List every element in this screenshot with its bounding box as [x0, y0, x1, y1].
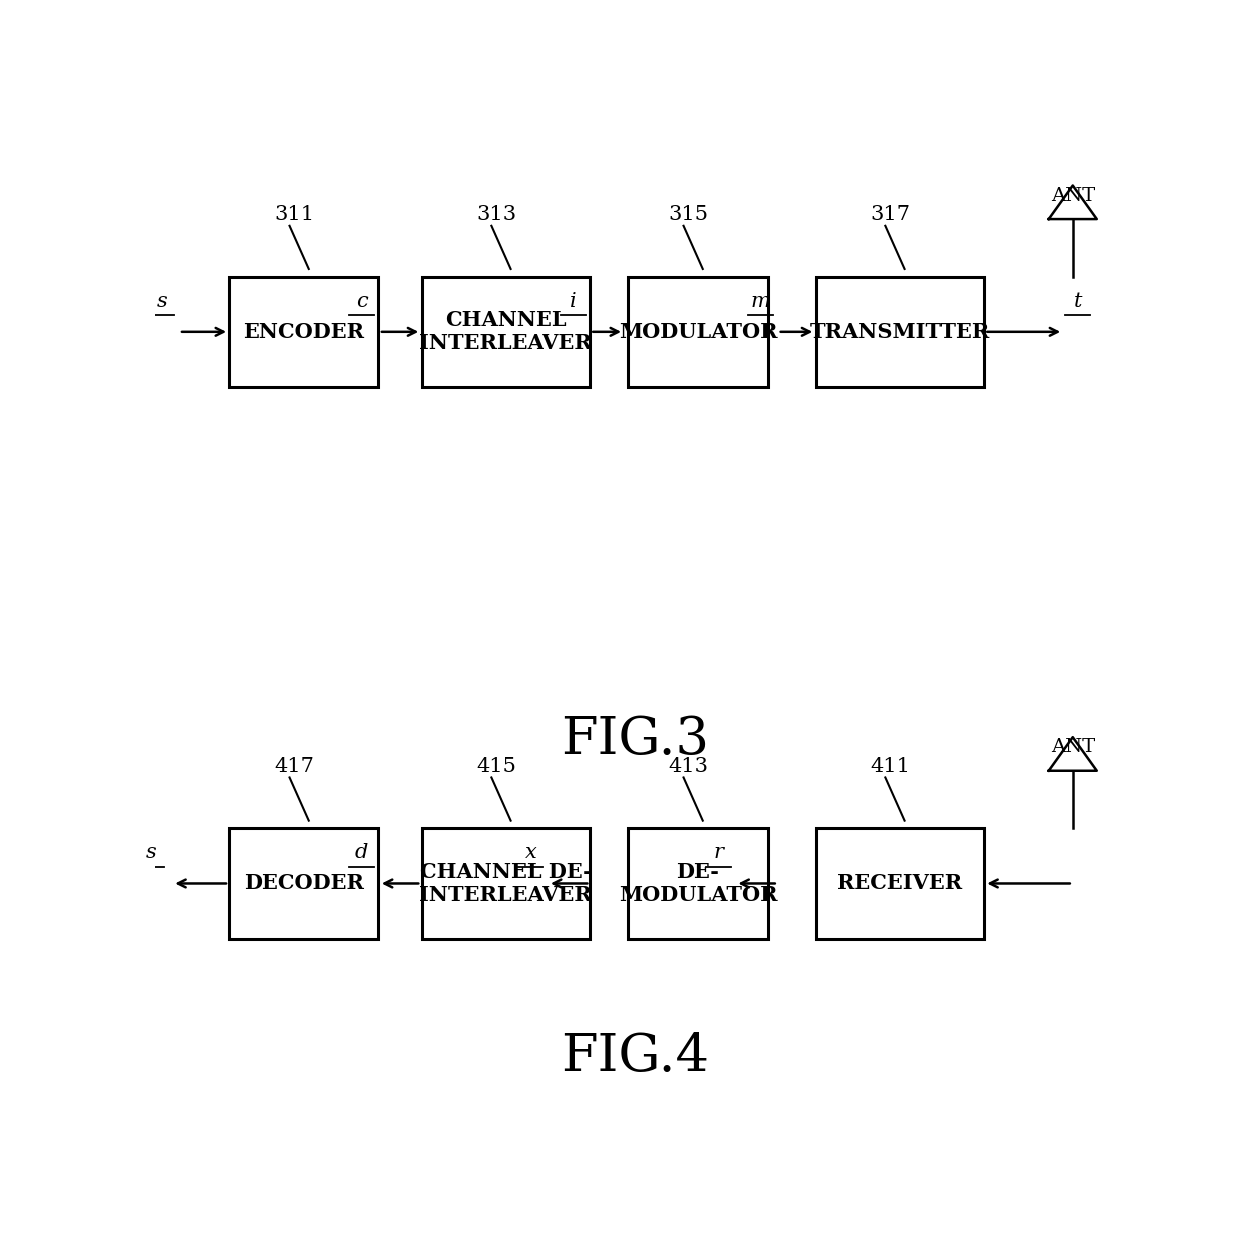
Text: 311: 311 [274, 204, 315, 224]
Text: ANT: ANT [1050, 739, 1095, 756]
Text: 411: 411 [870, 756, 910, 775]
Bar [629, 829, 768, 938]
Text: 417: 417 [274, 756, 314, 775]
Text: s: s [146, 844, 156, 862]
Text: CHANNEL
INTERLEAVER: CHANNEL INTERLEAVER [419, 310, 593, 354]
Text: i: i [569, 292, 577, 310]
Bar [816, 829, 983, 938]
Bar [229, 829, 378, 938]
Text: c: c [356, 292, 367, 310]
Text: ANT: ANT [1050, 187, 1095, 204]
Text: TRANSMITTER: TRANSMITTER [810, 321, 990, 341]
Bar [229, 277, 378, 388]
Bar [629, 277, 768, 388]
Text: t: t [1074, 292, 1081, 310]
Text: d: d [355, 844, 368, 862]
Text: m: m [750, 292, 770, 310]
Text: ENCODER: ENCODER [243, 321, 365, 341]
Bar [422, 829, 590, 938]
Bar [422, 277, 590, 388]
Bar [816, 277, 983, 388]
Text: x: x [525, 844, 537, 862]
Text: 413: 413 [668, 756, 708, 775]
Text: 317: 317 [870, 204, 910, 224]
Text: s: s [156, 292, 167, 310]
Text: 313: 313 [476, 204, 516, 224]
Text: MODULATOR: MODULATOR [619, 321, 777, 341]
Text: FIG.4: FIG.4 [562, 1030, 709, 1082]
Text: r: r [713, 844, 723, 862]
Text: DECODER: DECODER [244, 873, 363, 893]
Text: FIG.3: FIG.3 [562, 714, 709, 765]
Text: RECEIVER: RECEIVER [837, 873, 962, 893]
Text: 315: 315 [668, 204, 708, 224]
Text: CHANNEL DE-
INTERLEAVER: CHANNEL DE- INTERLEAVER [419, 862, 593, 905]
Text: 415: 415 [476, 756, 516, 775]
Text: DE-
MODULATOR: DE- MODULATOR [619, 862, 777, 905]
